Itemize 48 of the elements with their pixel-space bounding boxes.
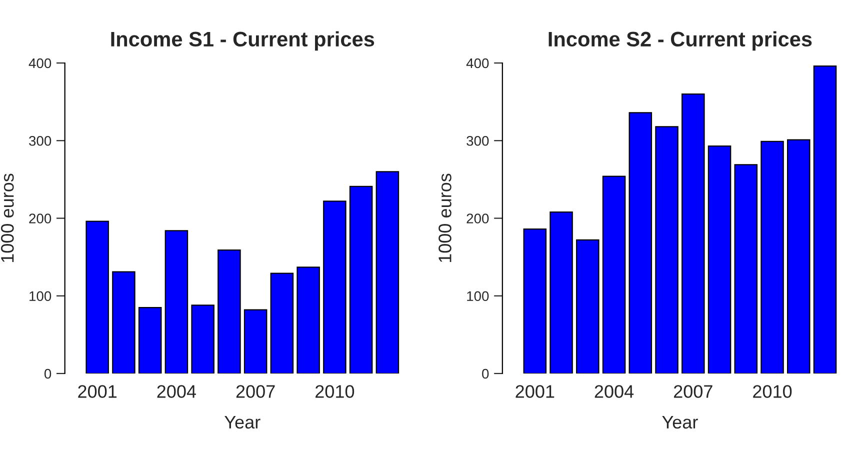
bar [602, 176, 626, 374]
bar [218, 250, 241, 374]
bar [813, 66, 837, 374]
y-tick-label: 200 [466, 214, 489, 224]
bar [138, 306, 162, 374]
y-tick-label: 300 [466, 136, 489, 146]
bar [655, 126, 678, 374]
x-tick-label: 2010 [316, 385, 354, 398]
y-axis-title: 1000 euros [1, 174, 14, 262]
bar [86, 220, 109, 374]
x-tick-label: 2001 [516, 385, 554, 398]
y-tick-label: 200 [29, 214, 52, 224]
bar [734, 164, 758, 374]
bar [296, 266, 320, 374]
x-tick-label: 2007 [236, 385, 275, 398]
chart-title: Income S1 - Current prices [111, 31, 374, 51]
x-axis-title: Year [224, 416, 260, 429]
y-axis-title: 1000 euros [438, 174, 452, 262]
y-tick-label: 0 [482, 368, 489, 379]
bar [191, 304, 214, 374]
bar [550, 211, 573, 374]
bar [323, 200, 346, 374]
bar [682, 93, 705, 374]
bar [112, 271, 136, 374]
x-tick-label: 2010 [753, 385, 792, 398]
x-tick-label: 2007 [674, 385, 712, 398]
bar [349, 186, 373, 374]
bar [760, 140, 784, 374]
chart-title: Income S2 - Current prices [548, 31, 812, 51]
bar [628, 112, 652, 374]
y-tick-label: 0 [44, 368, 52, 379]
bar [576, 239, 600, 374]
bar [164, 230, 188, 374]
y-tick-label: 400 [28, 58, 52, 68]
y-tick-label: 100 [467, 291, 489, 302]
bar [523, 228, 547, 374]
bar [376, 171, 400, 374]
bar [708, 146, 732, 374]
bar [270, 272, 294, 374]
x-tick-label: 2001 [78, 385, 117, 398]
bar [244, 309, 268, 374]
bar [787, 139, 810, 374]
y-tick-label: 400 [466, 58, 489, 68]
x-axis-title: Year [662, 416, 698, 429]
x-tick-label: 2004 [594, 385, 634, 398]
y-tick-label: 100 [30, 291, 52, 302]
y-tick-label: 300 [29, 136, 52, 146]
x-tick-label: 2004 [157, 385, 196, 398]
